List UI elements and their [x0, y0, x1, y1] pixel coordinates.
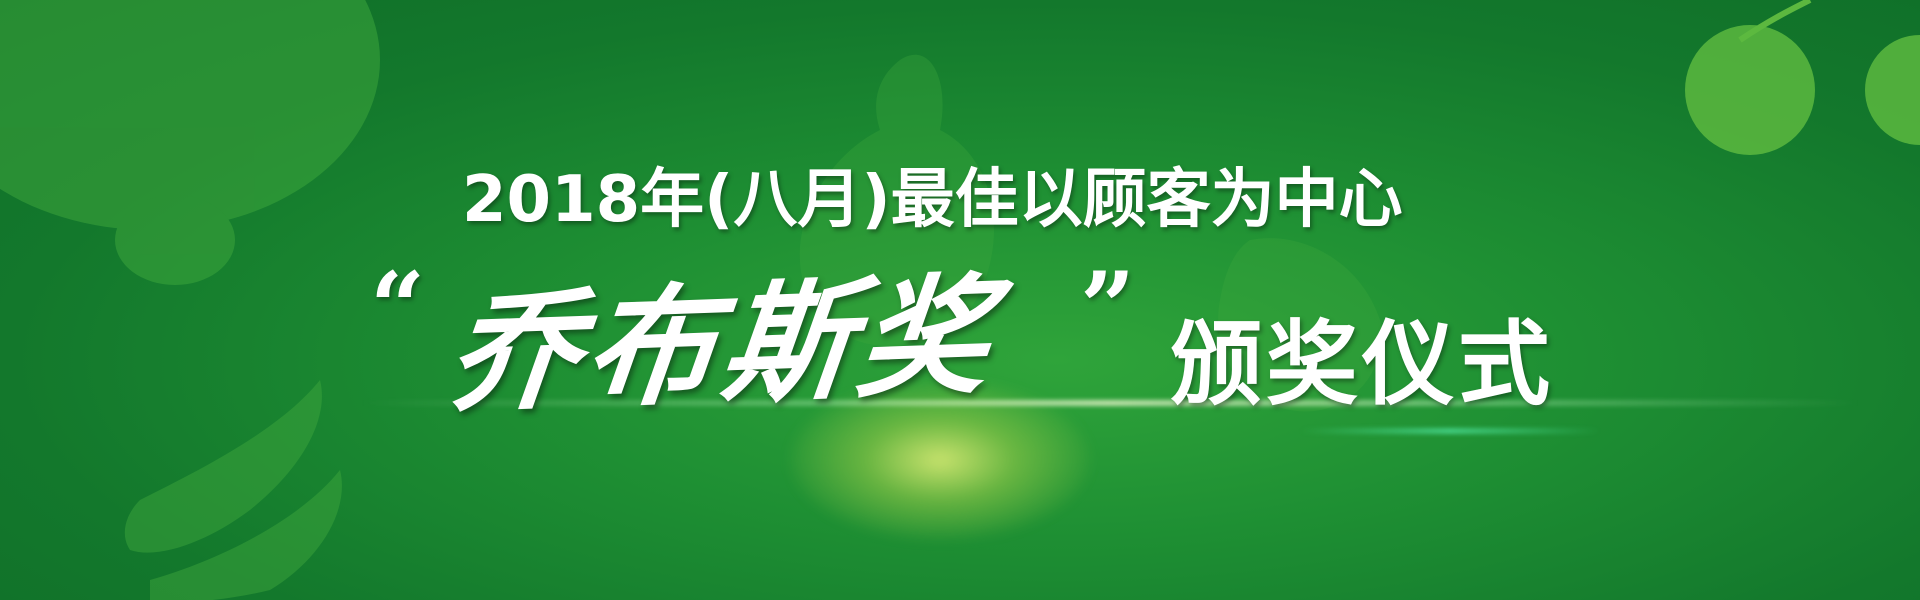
light-streak	[360, 400, 1860, 406]
quote-close: ”	[1080, 251, 1136, 364]
award-name: 乔布斯奖	[440, 258, 1004, 431]
banner-title-line2: “ 乔布斯奖 ” 颁奖仪式	[370, 251, 1670, 440]
cherry-icon	[1685, 0, 1920, 155]
banana-silhouette-icon	[124, 380, 342, 600]
award-suffix: 颁奖仪式	[1170, 311, 1555, 418]
quote-open: “	[370, 251, 426, 364]
fruit-silhouette-icon	[0, 0, 380, 285]
banner-title-line1: 2018年(八月)最佳以顾客为中心	[462, 163, 1403, 237]
light-glow	[790, 380, 1090, 540]
light-streak-accent	[1300, 428, 1600, 434]
pear-silhouette-icon	[799, 54, 1382, 412]
